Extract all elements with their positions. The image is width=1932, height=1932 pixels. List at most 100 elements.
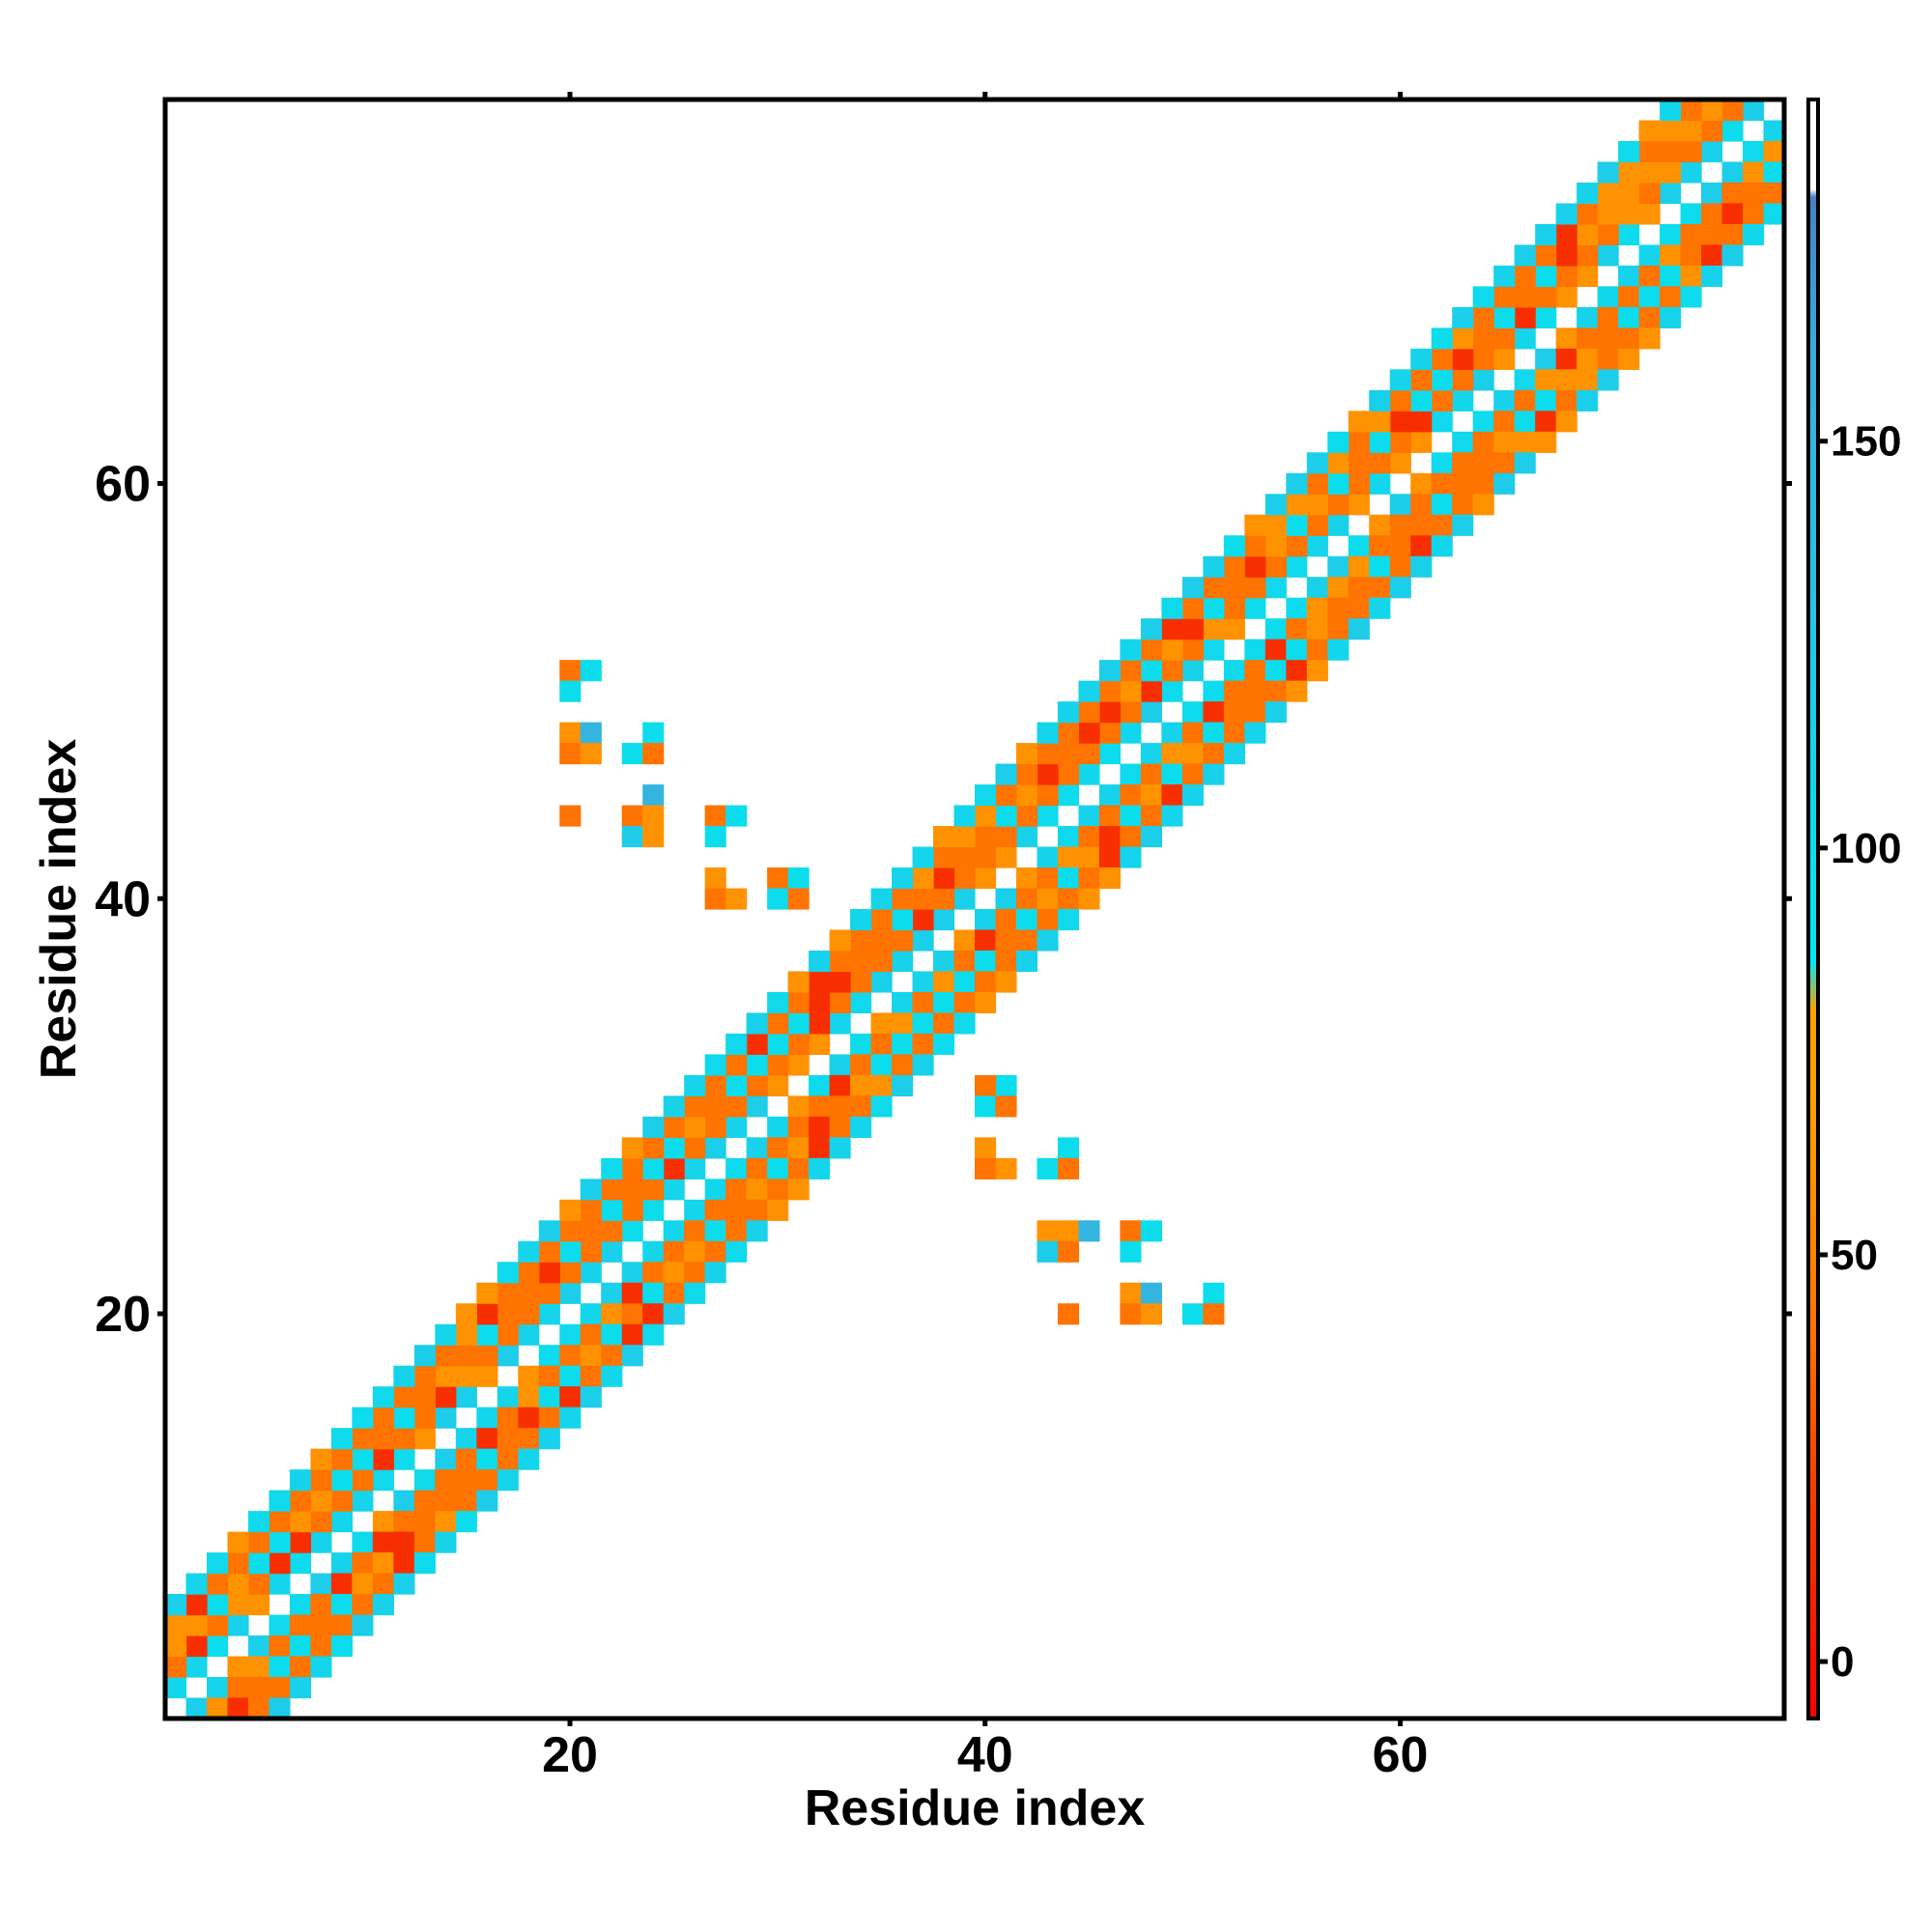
heatmap-cell: [1015, 784, 1038, 807]
heatmap-cell: [1701, 182, 1723, 205]
heatmap-cell: [704, 1240, 726, 1263]
heatmap-cell: [933, 991, 955, 1014]
heatmap-cell: [1618, 327, 1640, 350]
heatmap-cell: [850, 1054, 872, 1076]
heatmap-cell: [787, 1157, 810, 1179]
heatmap-cell: [1743, 99, 1765, 122]
heatmap-cell: [850, 1074, 872, 1096]
heatmap-cell: [1057, 846, 1080, 868]
heatmap-cell: [1057, 743, 1080, 765]
heatmap-cell: [289, 1490, 312, 1512]
heatmap-cell: [1493, 472, 1516, 495]
heatmap-cell: [580, 1240, 602, 1263]
heatmap-cell: [1078, 867, 1100, 890]
heatmap-cell: [1535, 389, 1557, 412]
heatmap-cell: [870, 1012, 893, 1035]
heatmap-cell: [559, 680, 582, 702]
heatmap-cell: [1161, 618, 1183, 640]
heatmap-cell: [1680, 286, 1702, 308]
heatmap-cell: [1701, 244, 1723, 267]
heatmap-cell: [1078, 722, 1100, 744]
heatmap-cell: [1514, 244, 1536, 267]
heatmap-cell: [933, 909, 955, 931]
heatmap-cell: [953, 846, 976, 868]
heatmap-cell: [1161, 805, 1183, 827]
heatmap-cell: [206, 1552, 229, 1575]
heatmap-cell: [1493, 389, 1516, 412]
heatmap-cell: [601, 1303, 623, 1325]
heatmap-cell: [829, 991, 851, 1014]
heatmap-cell: [870, 888, 893, 910]
heatmap-cell: [1286, 660, 1308, 682]
heatmap-cell: [247, 1594, 270, 1616]
heatmap-cell: [1472, 286, 1494, 308]
heatmap-cell: [1078, 805, 1100, 827]
heatmap-cell: [1327, 494, 1350, 516]
heatmap-cell: [1410, 555, 1433, 578]
heatmap-cell: [1120, 1240, 1142, 1263]
heatmap-cell: [580, 1179, 602, 1201]
heatmap-cell: [995, 846, 1017, 868]
heatmap-cell: [995, 1157, 1017, 1179]
heatmap-cell: [892, 888, 914, 910]
heatmap-cell: [1327, 472, 1350, 495]
heatmap-cell: [497, 1262, 519, 1284]
heatmap-cell: [1638, 244, 1661, 267]
heatmap-cell: [809, 1033, 831, 1056]
heatmap-cell: [206, 1677, 229, 1699]
heatmap-cell: [850, 1033, 872, 1056]
heatmap-cell: [1327, 577, 1350, 599]
heatmap-cell: [1452, 306, 1474, 328]
heatmap-cell: [1638, 161, 1661, 184]
heatmap-cell: [1410, 369, 1433, 391]
heatmap-cell: [767, 991, 789, 1014]
heatmap-cell: [1057, 826, 1080, 848]
heatmap-cell: [206, 1635, 229, 1658]
heatmap-cell: [1472, 452, 1494, 474]
heatmap-cell: [829, 1095, 851, 1118]
heatmap-cell: [704, 826, 726, 848]
heatmap-cell: [767, 1157, 789, 1179]
heatmap-cell: [746, 1074, 768, 1096]
heatmap-cell: [580, 1220, 602, 1242]
heatmap-cell: [1680, 244, 1702, 267]
heatmap-cell: [1264, 639, 1287, 661]
heatmap-cell: [787, 1116, 810, 1138]
colorbar-tick-label: 100: [1831, 825, 1901, 872]
heatmap-cell: [1577, 389, 1599, 412]
heatmap-cell: [953, 826, 976, 848]
heatmap-cell: [621, 805, 643, 827]
heatmap-cell: [1348, 597, 1370, 619]
heatmap-cell: [310, 1573, 332, 1595]
heatmap-cell: [1431, 472, 1453, 495]
heatmap-cell: [1597, 223, 1619, 246]
heatmap-cell: [227, 1614, 249, 1636]
heatmap-cell: [1369, 431, 1391, 453]
heatmap-cell: [892, 991, 914, 1014]
heatmap-cell: [1140, 826, 1162, 848]
heatmap-cell: [995, 1095, 1017, 1118]
heatmap-cell: [725, 1199, 748, 1221]
heatmap-cell: [1472, 431, 1494, 453]
heatmap-cell: [518, 1262, 540, 1284]
heatmap-cell: [663, 1282, 685, 1304]
heatmap-cell: [787, 1054, 810, 1076]
colorbar-tick-label: 50: [1831, 1232, 1878, 1279]
heatmap-cell: [1244, 555, 1266, 578]
heatmap-cell: [435, 1386, 457, 1408]
heatmap-cell: [704, 867, 726, 890]
heatmap-cell: [413, 1428, 436, 1450]
heatmap-cell: [829, 1137, 851, 1159]
heatmap-cell: [1410, 411, 1433, 433]
heatmap-cell: [746, 1137, 768, 1159]
heatmap-cell: [1098, 722, 1122, 744]
heatmap-cell: [538, 1406, 560, 1429]
heatmap-cell: [1120, 660, 1142, 682]
heatmap-cell: [912, 867, 934, 890]
heatmap-cell: [1597, 286, 1619, 308]
heatmap-cell: [1369, 597, 1391, 619]
heatmap-cell: [933, 1033, 955, 1056]
heatmap-cell: [206, 1594, 229, 1616]
heatmap-cell: [413, 1490, 436, 1512]
heatmap-cell: [1638, 203, 1661, 225]
